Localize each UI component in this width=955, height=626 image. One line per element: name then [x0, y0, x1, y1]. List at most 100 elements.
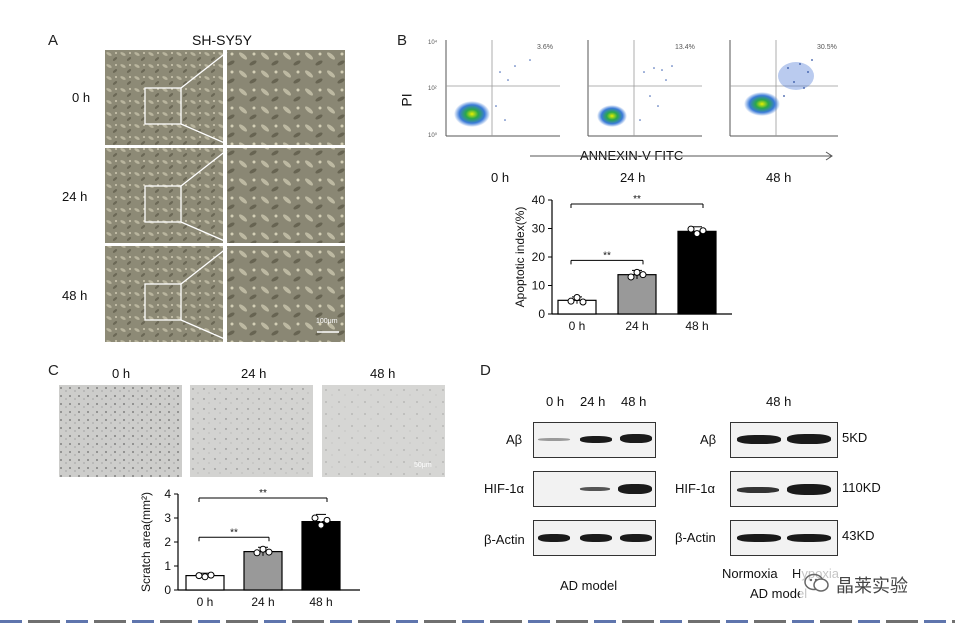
y-tick-label: 0	[538, 307, 545, 321]
scalebar-label-c: 50μm	[414, 462, 432, 469]
bar	[677, 230, 717, 315]
flow-plot-48h	[729, 40, 838, 137]
scratch-image-24h	[190, 385, 313, 477]
bar	[301, 520, 341, 591]
watermark: 晶莱实验	[800, 566, 940, 602]
blot-row-label-hif-right: HIF-1α	[675, 481, 716, 496]
panel-letter-d: D	[480, 362, 491, 379]
scratch-time-24h: 24 h	[241, 366, 267, 381]
micrograph-grid	[105, 50, 345, 342]
blot-right-time: 48 h	[766, 394, 792, 409]
size-marker-actin: 43KD	[842, 528, 875, 543]
band	[618, 484, 652, 494]
flow-cytometry-plots	[445, 40, 838, 161]
data-point	[573, 293, 581, 301]
scalebar-label-a: 100μm	[316, 318, 338, 325]
blot-hif-left	[533, 471, 656, 507]
scratch-area-chart: 0 1 2 3 4 Scratch area(mm²) 0 h 24 h 48 h ** **	[139, 487, 360, 609]
data-point	[195, 572, 203, 580]
row-label-0h: 0 h	[72, 90, 91, 105]
band	[787, 484, 831, 495]
x-tick-label: 0 h	[197, 595, 214, 609]
data-point	[259, 545, 267, 553]
blot-actin-left	[533, 520, 656, 556]
band	[787, 434, 831, 444]
blot-abeta-left	[533, 422, 656, 458]
blot-row-label-abeta-right: Aβ	[700, 432, 717, 447]
blot-row-label-abeta: Aβ	[506, 432, 523, 447]
row-label-48h: 48 h	[62, 288, 88, 303]
watermark-text: 晶莱实验	[836, 576, 908, 596]
significance-label: **	[603, 250, 611, 261]
blot-time-0h: 0 h	[546, 394, 565, 409]
y-tick-label: 40	[532, 193, 546, 207]
blot-hif-right	[730, 471, 838, 507]
flow-tick-2: 10²	[428, 86, 437, 92]
band	[538, 438, 570, 441]
significance-label: **	[259, 488, 267, 499]
bar	[243, 550, 283, 591]
blot-condition-normoxia: Normoxia	[722, 566, 778, 581]
band	[580, 487, 610, 491]
micrograph-texture	[105, 50, 345, 342]
band	[737, 534, 781, 542]
y-tick-label: 30	[532, 222, 546, 236]
band	[787, 534, 831, 542]
data-point	[639, 271, 647, 279]
blot-actin-right	[730, 520, 838, 556]
data-point	[579, 298, 587, 306]
band	[620, 434, 652, 443]
y-axis-label: Apoptotic index(%)	[513, 207, 527, 308]
blot-right-caption: AD model	[750, 586, 808, 601]
cell-line-title: SH-SY5Y	[192, 32, 252, 48]
band	[538, 534, 570, 542]
caption-cutoff	[0, 616, 955, 626]
y-tick-label: 0	[164, 583, 171, 597]
blot-time-48h: 48 h	[621, 394, 647, 409]
band	[737, 487, 779, 493]
flow-tick-0: 10⁰	[428, 133, 438, 139]
y-tick-label: 20	[532, 250, 546, 264]
flow-time-48h: 48 h	[766, 170, 792, 185]
y-tick-label: 2	[164, 535, 171, 549]
data-point	[627, 273, 635, 281]
band	[737, 435, 781, 444]
scratch-image-48h	[322, 385, 445, 477]
data-point	[323, 516, 331, 524]
data-point	[207, 571, 215, 579]
significance-label: **	[633, 194, 641, 205]
y-axis-label: Scratch area(mm²)	[139, 492, 153, 592]
x-tick-label: 24 h	[625, 319, 648, 333]
wechat-icon	[804, 573, 829, 592]
blot-row-label-hif: HIF-1α	[484, 481, 525, 496]
flow-tick-4: 10⁴	[428, 40, 438, 46]
apoptotic-index-chart: 0 10 20 30 40 Apoptotic index(%) 0 h 24 h 48 h **…	[513, 193, 732, 333]
blot-row-label-actin-right: β-Actin	[675, 530, 716, 545]
data-point	[699, 227, 707, 235]
blot-left-caption: AD model	[560, 578, 618, 593]
scratch-image-0h	[59, 385, 182, 477]
blot-abeta-right	[730, 422, 838, 458]
x-tick-label: 24 h	[251, 595, 274, 609]
scratch-time-0h: 0 h	[112, 366, 131, 381]
blot-row-label-actin: β-Actin	[484, 532, 525, 547]
panel-letter-b: B	[397, 32, 408, 49]
data-point	[317, 521, 325, 529]
size-marker-hif: 110KD	[842, 480, 881, 495]
flow-plot-0h	[445, 40, 560, 137]
flow-time-0h: 0 h	[491, 170, 510, 185]
data-point	[253, 549, 261, 557]
flow-plot-24h	[587, 40, 702, 137]
y-tick-label: 1	[164, 559, 171, 573]
panel-letter-c: C	[48, 362, 59, 379]
data-point	[311, 514, 319, 522]
data-point	[567, 297, 575, 305]
flow-y-axis-label: PI	[398, 93, 415, 107]
x-tick-label: 48 h	[309, 595, 332, 609]
x-tick-label: 48 h	[685, 319, 708, 333]
y-tick-label: 10	[532, 279, 546, 293]
size-marker-abeta: 5KD	[842, 430, 868, 445]
data-point	[687, 225, 695, 233]
band	[580, 534, 612, 542]
panel-letter-a: A	[48, 32, 59, 49]
